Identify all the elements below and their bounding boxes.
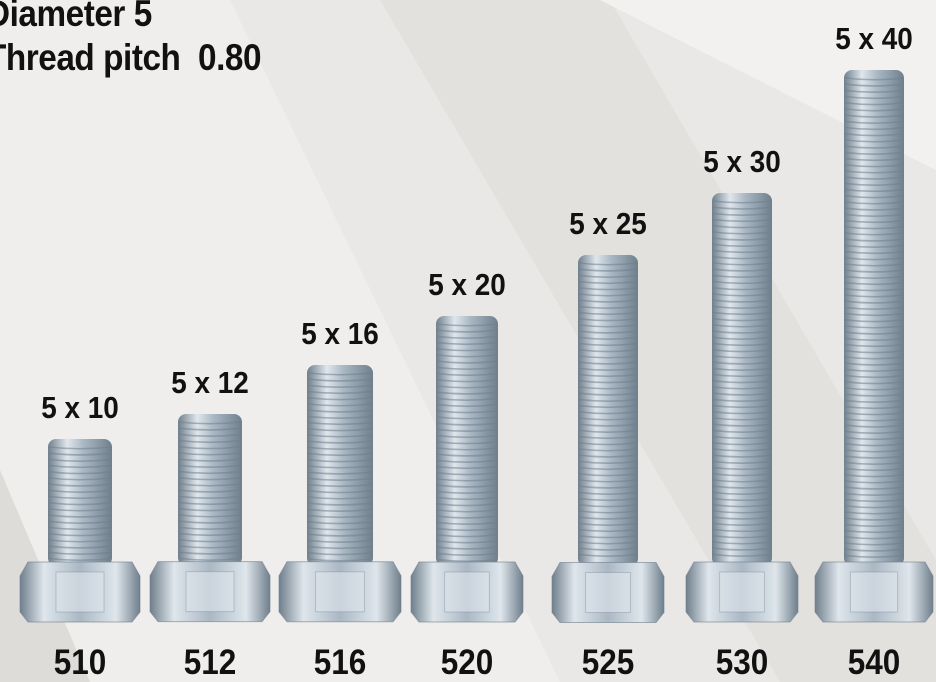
part-code: 512 xyxy=(183,643,237,682)
bolt-525-image xyxy=(551,254,665,623)
part-code: 520 xyxy=(440,643,494,682)
spec-title: Diameter 5 Thread pitch 0.80 xyxy=(0,0,261,80)
size-label: 5 x 30 xyxy=(703,144,781,179)
size-label: 5 x 10 xyxy=(41,390,119,425)
part-code: 540 xyxy=(847,643,901,682)
part-code: 530 xyxy=(715,643,769,682)
diameter-text: Diameter 5 xyxy=(0,0,152,34)
bolt-516-image xyxy=(278,365,402,623)
size-label: 5 x 16 xyxy=(301,316,379,352)
bolt-512-image xyxy=(149,414,271,623)
size-label: 5 x 25 xyxy=(569,205,647,241)
size-label: 5 x 20 xyxy=(428,267,506,302)
thread-pitch-text: Thread pitch 0.80 xyxy=(0,37,262,78)
bolt-520-image xyxy=(410,316,524,623)
bolt-530-image xyxy=(685,193,799,623)
part-code: 525 xyxy=(581,643,635,682)
size-label: 5 x 12 xyxy=(171,365,249,401)
size-label: 5 x 40 xyxy=(835,21,913,56)
bolt-540-image xyxy=(814,70,934,623)
bolt-510-image xyxy=(19,439,141,623)
part-code: 510 xyxy=(53,643,107,682)
part-code: 516 xyxy=(313,643,367,682)
